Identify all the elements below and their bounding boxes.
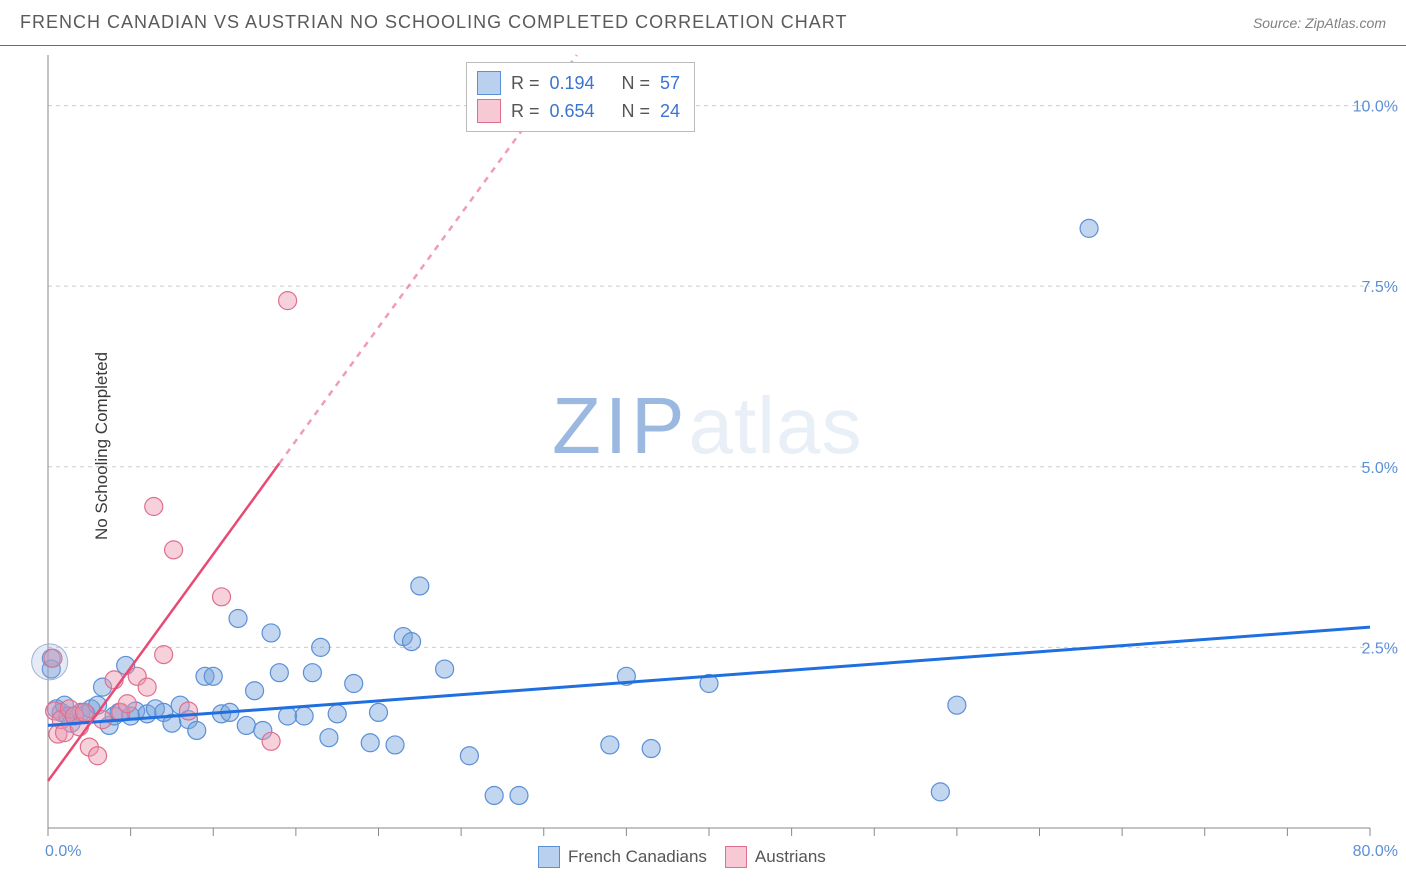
data-point xyxy=(411,577,429,595)
data-point xyxy=(262,732,280,750)
data-point xyxy=(279,707,297,725)
data-point xyxy=(386,736,404,754)
data-point xyxy=(1080,219,1098,237)
points-layer xyxy=(32,219,1098,804)
series-swatch xyxy=(725,846,747,868)
data-point xyxy=(320,729,338,747)
data-point xyxy=(89,747,107,765)
data-point xyxy=(370,703,388,721)
data-point xyxy=(295,707,313,725)
legend-label: French Canadians xyxy=(568,847,707,867)
data-point xyxy=(403,633,421,651)
y-tick-label: 10.0% xyxy=(1353,99,1398,116)
n-label: N = xyxy=(622,69,651,97)
series-swatch xyxy=(477,99,501,123)
scatter-plot-svg: 2.5% 5.0% 7.5% 10.0% 0.0% 80.0% xyxy=(0,0,1406,892)
data-point xyxy=(165,541,183,559)
data-point xyxy=(75,703,93,721)
data-point xyxy=(931,783,949,801)
legend-item: French Canadians xyxy=(538,846,707,868)
trend-line xyxy=(48,627,1370,725)
data-point xyxy=(188,721,206,739)
data-point xyxy=(485,786,503,804)
data-point xyxy=(145,498,163,516)
data-point xyxy=(361,734,379,752)
data-point xyxy=(436,660,454,678)
data-point xyxy=(601,736,619,754)
x-min-label: 0.0% xyxy=(45,843,81,860)
data-point xyxy=(510,786,528,804)
data-point xyxy=(279,292,297,310)
data-point xyxy=(312,638,330,656)
data-point xyxy=(138,678,156,696)
data-point-large xyxy=(32,644,68,680)
data-point xyxy=(270,664,288,682)
data-point xyxy=(213,588,231,606)
y-tick-label: 7.5% xyxy=(1362,279,1398,296)
data-point xyxy=(229,609,247,627)
data-point xyxy=(460,747,478,765)
series-swatch xyxy=(477,71,501,95)
stats-row: R = 0.194 N = 57 xyxy=(477,69,680,97)
n-value: 24 xyxy=(660,97,680,125)
data-point xyxy=(642,740,660,758)
n-label: N = xyxy=(622,97,651,125)
stats-legend-box: R = 0.194 N = 57 R = 0.654 N = 24 xyxy=(466,62,695,132)
n-value: 57 xyxy=(660,69,680,97)
r-value: 0.654 xyxy=(550,97,612,125)
lines-layer xyxy=(48,55,1370,781)
legend-label: Austrians xyxy=(755,847,826,867)
data-point xyxy=(204,667,222,685)
series-swatch xyxy=(538,846,560,868)
r-value: 0.194 xyxy=(550,69,612,97)
y-tick-label: 2.5% xyxy=(1362,640,1398,657)
chart-container: FRENCH CANADIAN VS AUSTRIAN NO SCHOOLING… xyxy=(0,0,1406,892)
bottom-legend: French Canadians Austrians xyxy=(538,846,826,868)
data-point xyxy=(345,675,363,693)
data-point xyxy=(262,624,280,642)
r-label: R = xyxy=(511,69,540,97)
data-point xyxy=(155,646,173,664)
y-tick-label: 5.0% xyxy=(1362,460,1398,477)
legend-item: Austrians xyxy=(725,846,826,868)
data-point xyxy=(303,664,321,682)
data-point xyxy=(328,705,346,723)
stats-row: R = 0.654 N = 24 xyxy=(477,97,680,125)
x-max-label: 80.0% xyxy=(1353,843,1398,860)
data-point xyxy=(179,702,197,720)
data-point xyxy=(948,696,966,714)
data-point xyxy=(118,695,136,713)
data-point xyxy=(237,716,255,734)
r-label: R = xyxy=(511,97,540,125)
data-point xyxy=(246,682,264,700)
